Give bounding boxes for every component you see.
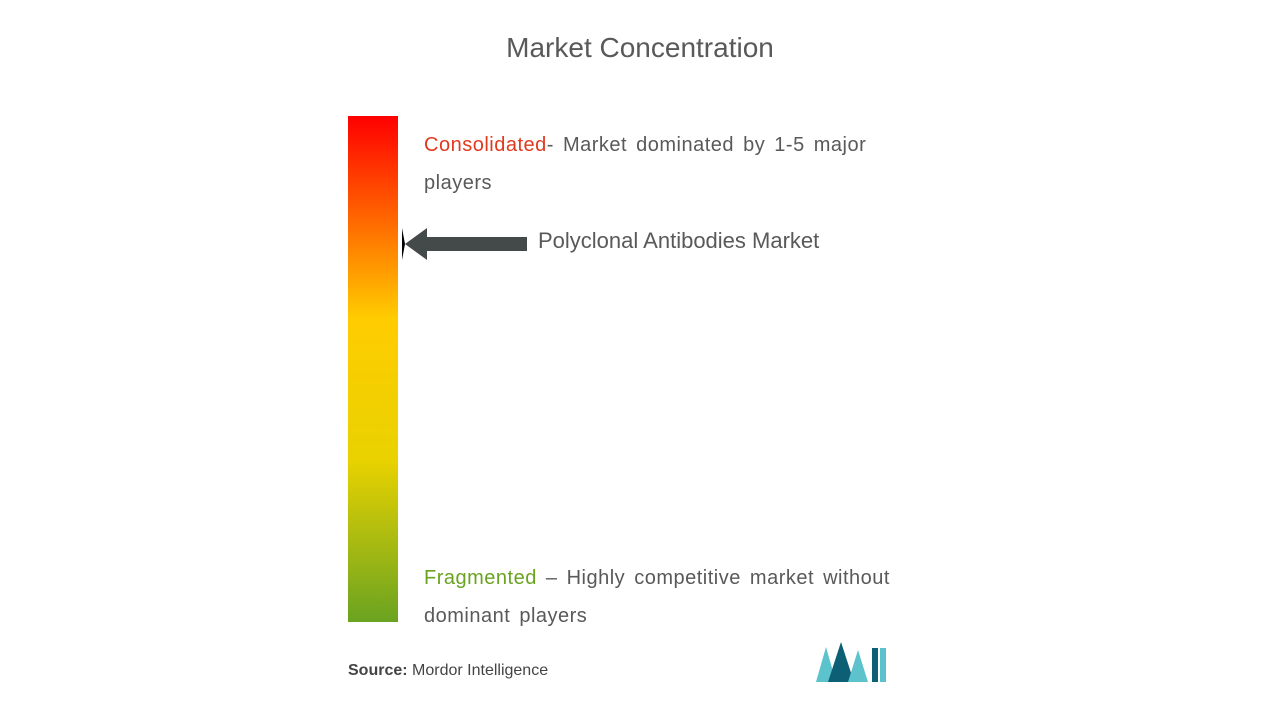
market-name-text: Polyclonal Antibodies Market (538, 228, 819, 253)
consolidated-keyword: Consolidated (424, 134, 547, 156)
consolidated-description: Consolidated- Market dominated by 1-5 ma… (424, 126, 884, 202)
arrow-shaft (427, 237, 527, 251)
source-name: Mordor Intelligence (412, 662, 548, 679)
source-attribution: Source: Mordor Intelligence (348, 662, 548, 680)
market-name-label: Polyclonal Antibodies Market (538, 228, 819, 254)
fragmented-keyword: Fragmented (424, 567, 537, 589)
mordor-logo-icon (816, 642, 886, 682)
concentration-gradient-bar (348, 116, 398, 622)
title-text: Market Concentration (506, 32, 774, 63)
source-label: Source: (348, 662, 408, 679)
arrow-head-icon (402, 228, 427, 260)
page-title: Market Concentration (0, 32, 1280, 64)
market-position-arrow (402, 228, 527, 260)
fragmented-description: Fragmented – Highly competitive market w… (424, 559, 894, 635)
logo-mark (816, 642, 886, 682)
